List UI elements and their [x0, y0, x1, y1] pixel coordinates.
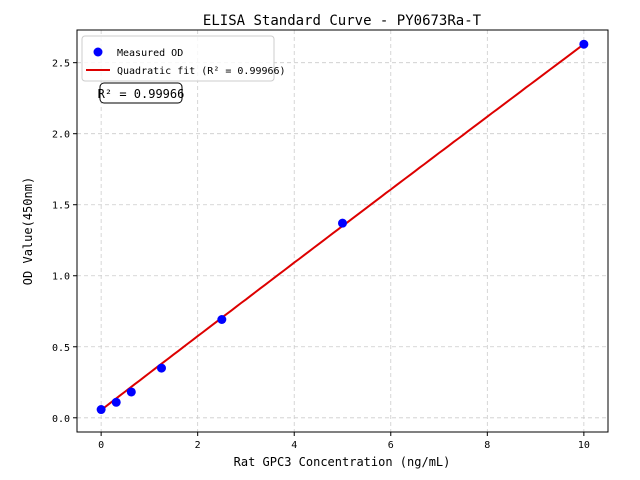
- y-axis-label: OD Value(450nm): [21, 177, 35, 285]
- data-point: [217, 314, 227, 324]
- r-squared-annotation: R² = 0.99966: [98, 87, 185, 101]
- x-tick-label: 2: [195, 440, 201, 451]
- x-tick-label: 6: [388, 440, 394, 451]
- data-point: [579, 39, 589, 49]
- data-point: [96, 405, 106, 415]
- legend: Measured OD Quadratic fit (R² = 0.99966): [81, 35, 286, 82]
- legend-marker-measured: [93, 47, 103, 57]
- legend-box: [81, 35, 275, 82]
- x-tick-label: 0: [98, 440, 104, 451]
- x-axis-label: Rat GPC3 Concentration (ng/mL): [234, 455, 451, 469]
- x-tick-label: 10: [578, 440, 590, 451]
- x-tick-label: 8: [484, 440, 490, 451]
- data-point: [126, 387, 136, 397]
- data-point: [338, 218, 347, 228]
- y-tick-label: 2.5: [52, 59, 70, 70]
- legend-label-fit: Quadratic fit (R² = 0.99966): [117, 66, 286, 77]
- plot-frame: [76, 29, 609, 433]
- data-points: [96, 39, 589, 415]
- y-tick-label: 0.0: [52, 414, 70, 425]
- x-tick-label: 4: [291, 440, 297, 451]
- y-tick-label: 1.5: [52, 201, 70, 212]
- ticks: 0 2 4 6 8 10 0.0 0.5 1.0 1.5 2.0 2.5: [52, 59, 590, 451]
- y-tick-label: 0.5: [52, 343, 70, 354]
- data-point: [111, 397, 121, 407]
- legend-label-measured: Measured OD: [117, 48, 183, 59]
- data-point: [156, 363, 166, 373]
- r-squared-box: [99, 82, 183, 104]
- y-tick-label: 1.0: [52, 272, 70, 283]
- y-tick-label: 2.0: [52, 130, 70, 141]
- chart-title: ELISA Standard Curve - PY0673Ra-T: [203, 13, 482, 29]
- grid: [77, 30, 608, 432]
